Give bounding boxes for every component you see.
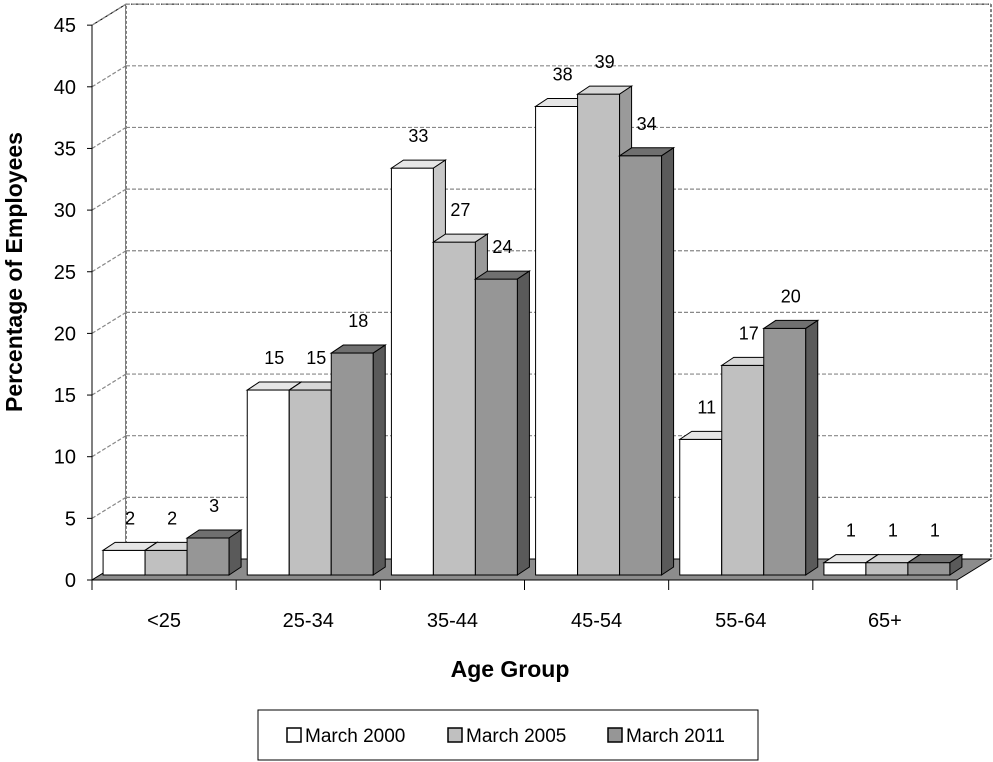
legend-entry: March 2000	[305, 726, 405, 747]
y-tick-label: 30	[54, 200, 76, 222]
legend-entry: March 2011	[626, 726, 725, 747]
bar-side	[805, 319, 819, 576]
data-label: 17	[739, 323, 759, 343]
side-wall	[91, 3, 127, 581]
data-label: 33	[408, 126, 428, 146]
bar	[865, 562, 909, 576]
data-label: 1	[888, 521, 898, 541]
legend-swatch	[447, 727, 463, 743]
bar-side	[228, 529, 242, 576]
data-label: 20	[781, 286, 801, 306]
data-label: 3	[209, 496, 219, 516]
gridline-side	[91, 435, 127, 458]
bar	[535, 105, 579, 576]
y-tick-label: 15	[54, 385, 76, 407]
y-tick-label: 5	[65, 508, 76, 530]
gridline-side	[91, 496, 127, 519]
legend-entry: March 2005	[466, 726, 566, 747]
bar-side	[372, 344, 386, 576]
data-label: 34	[637, 114, 657, 134]
bar	[763, 327, 807, 576]
gridline-side	[91, 373, 127, 396]
gridline-side	[91, 65, 127, 88]
x-tick-label: 65+	[868, 610, 902, 632]
y-tick-label: 0	[65, 570, 76, 592]
data-label: 2	[167, 508, 177, 528]
bar	[721, 364, 765, 576]
y-axis-title: Percentage of Employees	[1, 132, 27, 412]
bar	[619, 155, 663, 576]
bar	[679, 438, 723, 576]
x-tick-label: <25	[147, 610, 181, 632]
bar	[432, 241, 476, 576]
y-tick-label: 10	[54, 447, 76, 469]
gridline-side	[91, 126, 127, 149]
data-label: 15	[306, 348, 326, 368]
bar	[823, 562, 867, 576]
bar	[577, 93, 621, 576]
bar-side	[661, 146, 675, 576]
gridline-side	[91, 311, 127, 334]
bar	[102, 549, 146, 576]
y-tick-label: 45	[54, 15, 76, 37]
bar	[474, 278, 518, 576]
legend-swatch	[607, 727, 623, 743]
data-label: 2	[125, 508, 135, 528]
y-tick-label: 20	[54, 323, 76, 345]
x-tick-label: 35-44	[427, 610, 478, 632]
gridline-side	[91, 188, 127, 211]
bar-side	[516, 270, 530, 576]
gridline-side	[91, 250, 127, 273]
data-label: 15	[264, 348, 284, 368]
data-label: 1	[846, 521, 856, 541]
legend-box	[257, 709, 759, 761]
bar	[330, 352, 374, 576]
bar	[907, 562, 951, 576]
bar	[288, 389, 332, 576]
data-label: 1	[930, 521, 940, 541]
x-tick-label: 25-34	[283, 610, 334, 632]
x-tick-label: 45-54	[571, 610, 622, 632]
bar	[186, 537, 230, 576]
bar-side	[949, 553, 963, 576]
data-label: 38	[553, 64, 573, 84]
data-label: 11	[697, 397, 716, 417]
y-tick-label: 40	[54, 77, 76, 99]
y-tick-label: 35	[54, 138, 76, 160]
bar	[246, 389, 290, 576]
data-label: 18	[348, 311, 368, 331]
x-axis-title: Age Group	[451, 656, 570, 682]
x-tick-label: 55-64	[715, 610, 766, 632]
data-label: 39	[595, 52, 615, 72]
y-tick-label: 25	[54, 262, 76, 284]
bar	[390, 167, 434, 576]
bar	[144, 549, 188, 576]
gridline-side	[91, 3, 127, 26]
data-label: 24	[492, 237, 512, 257]
data-label: 27	[450, 200, 470, 220]
legend-swatch	[286, 727, 302, 743]
legend: March 2000 March 2005 March 2011	[257, 709, 759, 761]
